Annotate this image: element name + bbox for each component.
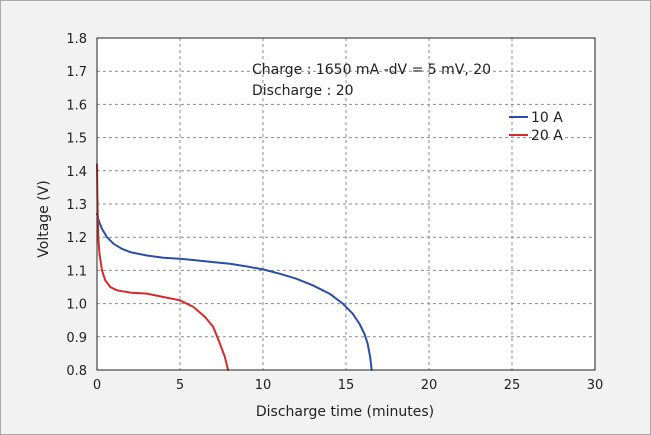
x-tick-label: 10: [255, 378, 272, 393]
legend: 10 A 20 A: [509, 110, 563, 144]
y-tick-label: 1.6: [66, 98, 87, 113]
legend-label-10a: 10 A: [531, 110, 563, 126]
x-tick-label: 0: [93, 378, 101, 393]
y-tick-label: 1.3: [66, 198, 87, 213]
plot-border: [96, 37, 596, 371]
y-tick-label: 1.1: [66, 264, 87, 279]
legend-label-20a: 20 A: [531, 128, 563, 144]
series-line-20a: [96, 163, 230, 371]
x-tick-label: 25: [504, 378, 521, 393]
y-tick-label: 1.0: [66, 298, 87, 313]
series-layer: [96, 163, 373, 371]
x-tick-label: 15: [338, 378, 355, 393]
y-tick-label: 1.2: [66, 231, 87, 246]
annotation-charge: Charge : 1650 mA -dV = 5 mV, 20: [252, 62, 491, 78]
x-tick-label: 5: [176, 378, 184, 393]
ticks: 0 5 10 15 20 25 30 0.8 0.9 1.0 1.1 1.2 1.3 1.4 1.5 1.6 1…: [66, 32, 603, 393]
y-tick-label: 1.4: [66, 165, 87, 180]
y-axis-label: Voltage (V): [36, 180, 52, 257]
grid: [97, 38, 595, 370]
x-axis-label: Discharge time (minutes): [256, 404, 434, 420]
y-tick-label: 1.7: [66, 65, 87, 80]
y-tick-label: 0.8: [66, 364, 87, 379]
annotation-discharge: Discharge : 20: [252, 83, 354, 99]
y-tick-label: 1.8: [66, 32, 87, 47]
x-tick-label: 30: [587, 378, 604, 393]
series-line-10a: [96, 213, 373, 371]
y-tick-label: 0.9: [66, 331, 87, 346]
y-tick-label: 1.5: [66, 132, 87, 147]
x-tick-label: 20: [421, 378, 438, 393]
